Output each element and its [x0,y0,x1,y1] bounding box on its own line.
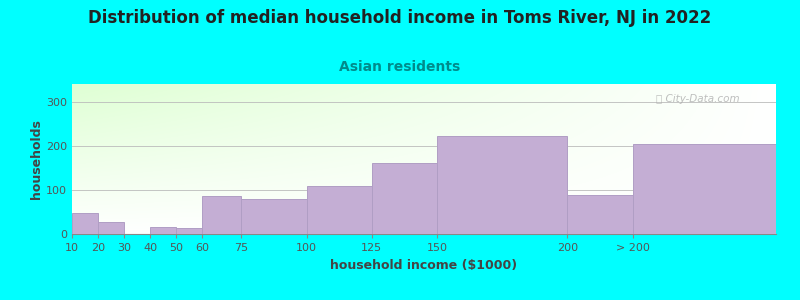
Bar [372,164,437,234]
Bar [176,228,202,234]
Bar [242,199,306,234]
Bar [437,136,567,234]
Y-axis label: households: households [30,119,43,199]
Bar [306,186,372,234]
Bar [72,213,98,234]
Bar [633,144,776,234]
Text: Asian residents: Asian residents [339,60,461,74]
Text: Ⓜ City-Data.com: Ⓜ City-Data.com [656,94,740,104]
Bar [150,226,176,234]
Bar [202,196,242,234]
Bar [567,195,633,234]
X-axis label: household income ($1000): household income ($1000) [330,259,518,272]
Bar [98,222,124,234]
Text: Distribution of median household income in Toms River, NJ in 2022: Distribution of median household income … [88,9,712,27]
